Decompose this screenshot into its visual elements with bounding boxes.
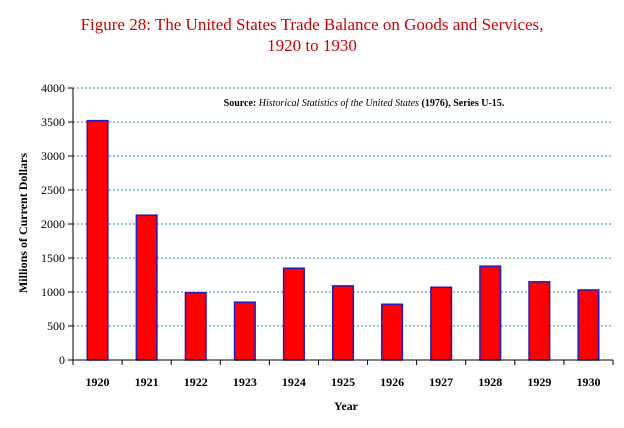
y-tick-label: 2000 <box>41 217 65 231</box>
bars <box>86 119 600 361</box>
x-tick-label-1921: 1921 <box>135 375 159 389</box>
chart-title-line-2: 1920 to 1930 <box>267 36 357 55</box>
axes <box>68 87 614 365</box>
y-tick-label: 3000 <box>41 149 65 163</box>
bar-1926 <box>381 303 404 361</box>
y-tick-label: 3500 <box>41 115 65 129</box>
x-tick-label-1922: 1922 <box>184 375 208 389</box>
bar-1924 <box>282 267 305 361</box>
bar-1923 <box>233 301 256 361</box>
y-tick-label: 1000 <box>41 285 65 299</box>
y-axis-label: Millions of Current Dollars <box>16 153 30 293</box>
bar-1930 <box>577 289 600 361</box>
bar-1929 <box>528 281 551 361</box>
y-tick-labels: 0 500 1000 1500 2000 2500 3000 3500 4000 <box>41 81 65 367</box>
x-tick-label-1927: 1927 <box>429 375 453 389</box>
x-tick-labels: 1920 1921 1922 1923 1924 1925 1926 1927 1928 1929… <box>86 375 601 389</box>
bar-1920 <box>86 119 109 361</box>
y-tick-label: 4000 <box>41 81 65 95</box>
bar-1925 <box>331 285 355 361</box>
bar-1928 <box>479 265 502 361</box>
chart-title: Figure 28: The United States Trade Balan… <box>0 14 624 56</box>
x-axis-label: Year <box>334 399 359 413</box>
x-tick-label-1925: 1925 <box>331 375 355 389</box>
bar-1922 <box>184 291 207 361</box>
source-title: Historical Statistics of the United Stat… <box>258 98 419 109</box>
bar-1927 <box>430 286 453 361</box>
x-tick-label-1928: 1928 <box>478 375 502 389</box>
x-tick-label-1923: 1923 <box>233 375 257 389</box>
x-tick-label-1929: 1929 <box>527 375 551 389</box>
x-tick-label-1930: 1930 <box>576 375 600 389</box>
x-tick-label-1920: 1920 <box>86 375 110 389</box>
y-tick-label: 500 <box>47 319 65 333</box>
gridlines <box>73 87 613 327</box>
x-tick-label-1924: 1924 <box>282 375 306 389</box>
x-tick-label-1926: 1926 <box>380 375 404 389</box>
source-prefix: Source: <box>224 98 259 109</box>
chart-title-line-1: Figure 28: The United States Trade Balan… <box>80 15 544 34</box>
bar-1921 <box>135 214 158 361</box>
y-tick-label: 2500 <box>41 183 65 197</box>
source-note: Source: Historical Statistics of the Uni… <box>224 98 505 109</box>
y-tick-label: 1500 <box>41 251 65 265</box>
source-suffix: (1976), Series U-15. <box>419 98 505 109</box>
y-tick-label: 0 <box>59 353 65 367</box>
